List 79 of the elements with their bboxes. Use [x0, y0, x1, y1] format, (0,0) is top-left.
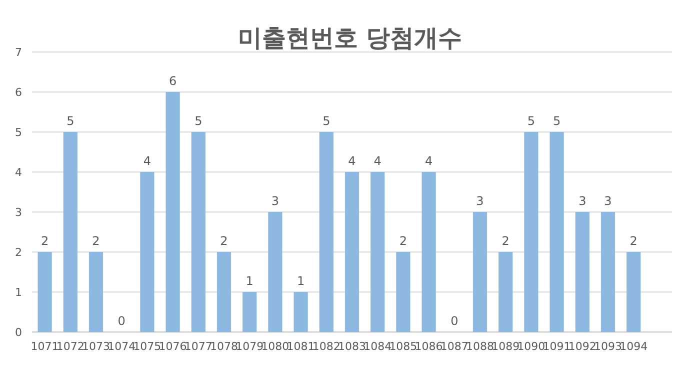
- data-label: 1: [246, 274, 254, 288]
- bar: [370, 172, 385, 332]
- bar: [422, 172, 436, 332]
- data-label: 2: [40, 234, 49, 248]
- bar: [600, 212, 616, 332]
- data-label: 4: [348, 154, 356, 168]
- data-label: 0: [450, 314, 458, 328]
- data-label: 2: [220, 234, 228, 248]
- y-tick-label: 0: [15, 326, 22, 339]
- bar: [268, 212, 282, 332]
- bar: [575, 212, 590, 332]
- chart-title: 미출현번호 당첨개수: [238, 24, 462, 52]
- x-tick-label: 1077: [184, 340, 212, 353]
- bar: [344, 172, 360, 332]
- y-tick-label: 5: [15, 126, 22, 139]
- x-tick-label: 1090: [517, 340, 546, 353]
- bar: [191, 132, 206, 332]
- x-tick-label: 1093: [594, 340, 622, 353]
- data-label: 4: [424, 154, 433, 168]
- bar: [216, 252, 232, 332]
- x-tick-label: 1091: [542, 340, 571, 353]
- x-tick-label: 1086: [414, 340, 443, 353]
- x-tick-label: 1087: [440, 340, 468, 353]
- x-tick-label: 1083: [338, 340, 366, 353]
- bar: [550, 132, 564, 332]
- x-tick-label: 1088: [466, 340, 494, 353]
- y-tick-label: 1: [15, 286, 22, 299]
- data-label: 5: [194, 114, 202, 128]
- bar: [396, 252, 410, 332]
- y-tick-label: 7: [15, 46, 22, 59]
- y-tick-label: 4: [15, 166, 22, 179]
- x-tick-label: 1079: [236, 340, 264, 353]
- data-label: 4: [143, 154, 152, 168]
- bar: [498, 252, 513, 332]
- data-label: 4: [374, 154, 382, 168]
- bar: [319, 132, 334, 332]
- bar: [294, 292, 308, 332]
- data-label: 3: [604, 194, 612, 208]
- bar: [626, 252, 641, 332]
- x-tick-label: 1072: [56, 340, 84, 353]
- x-tick-label: 1074: [108, 340, 136, 353]
- data-label: 5: [552, 114, 561, 128]
- data-label: 2: [630, 234, 638, 248]
- x-tick-label: 1092: [568, 340, 596, 353]
- bar: [38, 252, 52, 332]
- bar: [166, 92, 180, 332]
- x-tick-label: 1082: [312, 340, 340, 353]
- data-label: 5: [66, 114, 74, 128]
- data-label: 0: [118, 314, 126, 328]
- data-label: 2: [92, 234, 100, 248]
- data-label: 5: [322, 114, 330, 128]
- data-label: 6: [168, 74, 177, 88]
- data-label: 2: [502, 234, 510, 248]
- data-label: 3: [271, 194, 280, 208]
- x-tick-label: 1081: [286, 340, 315, 353]
- y-tick-label: 3: [15, 206, 22, 219]
- x-tick-label: 1071: [30, 340, 59, 353]
- bar: [140, 172, 154, 332]
- data-label: 2: [399, 234, 408, 248]
- x-tick-label: 1084: [364, 340, 392, 353]
- y-tick-label: 2: [15, 246, 22, 259]
- x-tick-label: 1073: [82, 340, 110, 353]
- data-label: 3: [476, 194, 484, 208]
- data-label: 1: [296, 274, 305, 288]
- bar: [63, 132, 78, 332]
- x-tick-label: 1085: [389, 340, 418, 353]
- y-tick-label: 6: [15, 86, 22, 99]
- x-tick-label: 1078: [210, 340, 238, 353]
- x-tick-label: 1080: [261, 340, 290, 353]
- x-tick-label: 1076: [158, 340, 187, 353]
- bar: [472, 212, 488, 332]
- bar: [88, 252, 104, 332]
- bar: [524, 132, 538, 332]
- data-label: 5: [527, 114, 536, 128]
- x-tick-label: 1089: [492, 340, 520, 353]
- bar: [242, 292, 257, 332]
- data-label: 3: [578, 194, 586, 208]
- x-tick-label: 1075: [133, 340, 162, 353]
- x-tick-label: 1094: [620, 340, 648, 353]
